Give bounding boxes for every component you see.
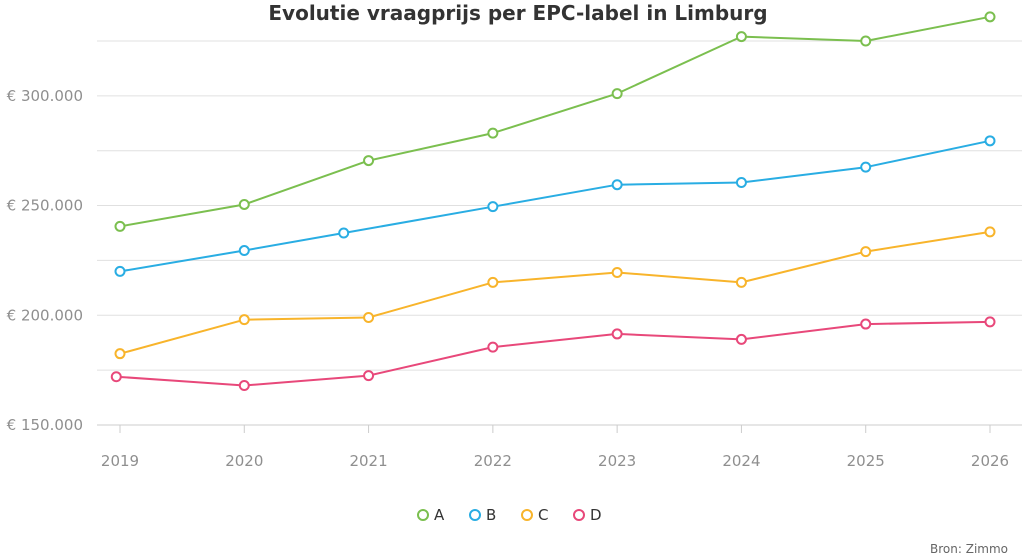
gridlines — [97, 40, 1022, 371]
data-point[interactable] — [487, 127, 499, 139]
data-point[interactable] — [611, 179, 623, 191]
data-point[interactable] — [984, 11, 996, 23]
y-tick-label: € 250.000 — [7, 197, 83, 215]
legend-item-D[interactable]: D — [573, 506, 602, 524]
legend-label: B — [486, 506, 496, 524]
y-tick-label: € 150.000 — [7, 416, 83, 434]
series-line — [119, 230, 991, 355]
x-axis-ticks: 2019 2020 2021 2022 2023 2024 2025 2026 — [101, 425, 1009, 470]
legend-label: D — [590, 506, 602, 524]
x-tick-label: 2024 — [722, 452, 760, 470]
data-point[interactable] — [860, 161, 872, 173]
data-point[interactable] — [735, 333, 747, 345]
data-point[interactable] — [735, 177, 747, 189]
x-tick-label: 2022 — [474, 452, 512, 470]
data-point[interactable] — [611, 328, 623, 340]
y-axis-ticks: € 150.000 € 200.000 € 250.000 € 300.000 — [7, 87, 83, 434]
x-tick-label: 2026 — [971, 452, 1009, 470]
data-point[interactable] — [363, 370, 375, 382]
data-point[interactable] — [735, 276, 747, 288]
data-point[interactable] — [338, 227, 350, 239]
data-point[interactable] — [110, 371, 122, 383]
data-point[interactable] — [984, 316, 996, 328]
data-point[interactable] — [114, 348, 126, 360]
legend-item-B[interactable]: B — [469, 506, 496, 524]
x-tick-label: 2025 — [847, 452, 885, 470]
x-tick-label: 2023 — [598, 452, 636, 470]
series-D — [110, 316, 996, 391]
legend: A B C D — [417, 506, 602, 524]
data-point[interactable] — [238, 198, 250, 210]
data-point[interactable] — [860, 318, 872, 330]
data-point[interactable] — [611, 88, 623, 100]
x-tick-label: 2019 — [101, 452, 139, 470]
legend-item-A[interactable]: A — [417, 506, 445, 524]
data-point[interactable] — [487, 276, 499, 288]
data-point[interactable] — [860, 246, 872, 258]
data-point[interactable] — [238, 380, 250, 391]
series-line — [119, 139, 991, 273]
legend-marker — [469, 509, 481, 521]
data-point[interactable] — [984, 226, 996, 238]
series-C — [114, 226, 996, 360]
series-line — [116, 320, 991, 387]
data-point[interactable] — [238, 245, 250, 257]
x-tick-label: 2021 — [349, 452, 387, 470]
series-line — [119, 15, 991, 228]
legend-item-C[interactable]: C — [521, 506, 548, 524]
data-point[interactable] — [114, 265, 126, 277]
chart-title: Evolutie vraagprijs per EPC-label in Lim… — [268, 1, 767, 25]
series-B — [114, 135, 996, 277]
series-group — [110, 11, 996, 391]
data-point[interactable] — [238, 314, 250, 326]
data-point[interactable] — [487, 341, 499, 353]
legend-label: C — [538, 506, 548, 524]
legend-marker — [573, 509, 585, 521]
data-point[interactable] — [984, 135, 996, 147]
data-point[interactable] — [611, 266, 623, 278]
x-tick-label: 2020 — [225, 452, 263, 470]
y-tick-label: € 200.000 — [7, 306, 83, 324]
source-note: Bron: Zimmo — [930, 542, 1008, 556]
data-point[interactable] — [114, 220, 126, 232]
y-tick-label: € 300.000 — [7, 87, 83, 105]
series-A — [114, 11, 996, 232]
data-point[interactable] — [487, 201, 499, 213]
data-point[interactable] — [735, 31, 747, 43]
legend-label: A — [434, 506, 445, 524]
data-point[interactable] — [363, 311, 375, 323]
data-point[interactable] — [860, 35, 872, 47]
legend-marker — [417, 509, 429, 521]
data-point[interactable] — [363, 155, 375, 167]
legend-marker — [521, 509, 533, 521]
